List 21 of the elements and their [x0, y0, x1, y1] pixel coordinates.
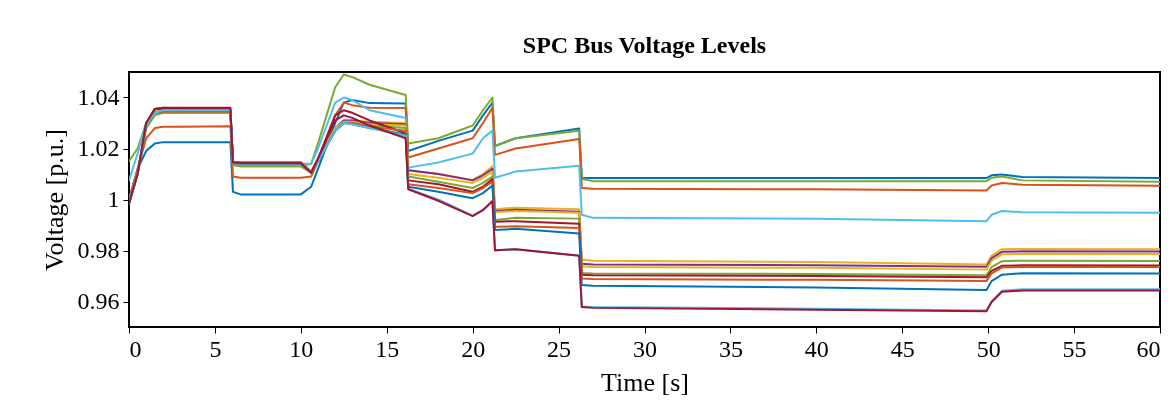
y-axis-title: Voltage [p.u.]: [39, 129, 69, 271]
x-axis-title: Time [s]: [601, 367, 689, 397]
x-tick-label: 60: [1136, 335, 1161, 362]
x-tick-label: 0: [129, 335, 142, 362]
x-tick-label: 40: [804, 335, 829, 362]
x-tick-label: 35: [718, 335, 743, 362]
x-tick-label: 50: [976, 335, 1001, 362]
x-tick-label: 45: [890, 335, 915, 362]
y-tick-label: 1.04: [77, 84, 120, 110]
x-tick-label: 10: [289, 335, 314, 362]
y-tick-label: 0.96: [77, 288, 120, 314]
chart-title: SPC Bus Voltage Levels: [522, 32, 767, 58]
x-tick-label: 25: [547, 335, 572, 362]
y-tick-label: 1: [107, 186, 120, 212]
y-tick-label: 1.02: [77, 135, 120, 161]
x-tick-label: 55: [1062, 335, 1087, 362]
x-tick-label: 5: [209, 335, 222, 362]
x-tick-label: 15: [375, 335, 400, 362]
x-tick-label: 30: [633, 335, 657, 362]
x-tick-label: 20: [461, 335, 486, 362]
y-tick-label: 0.98: [77, 237, 120, 263]
